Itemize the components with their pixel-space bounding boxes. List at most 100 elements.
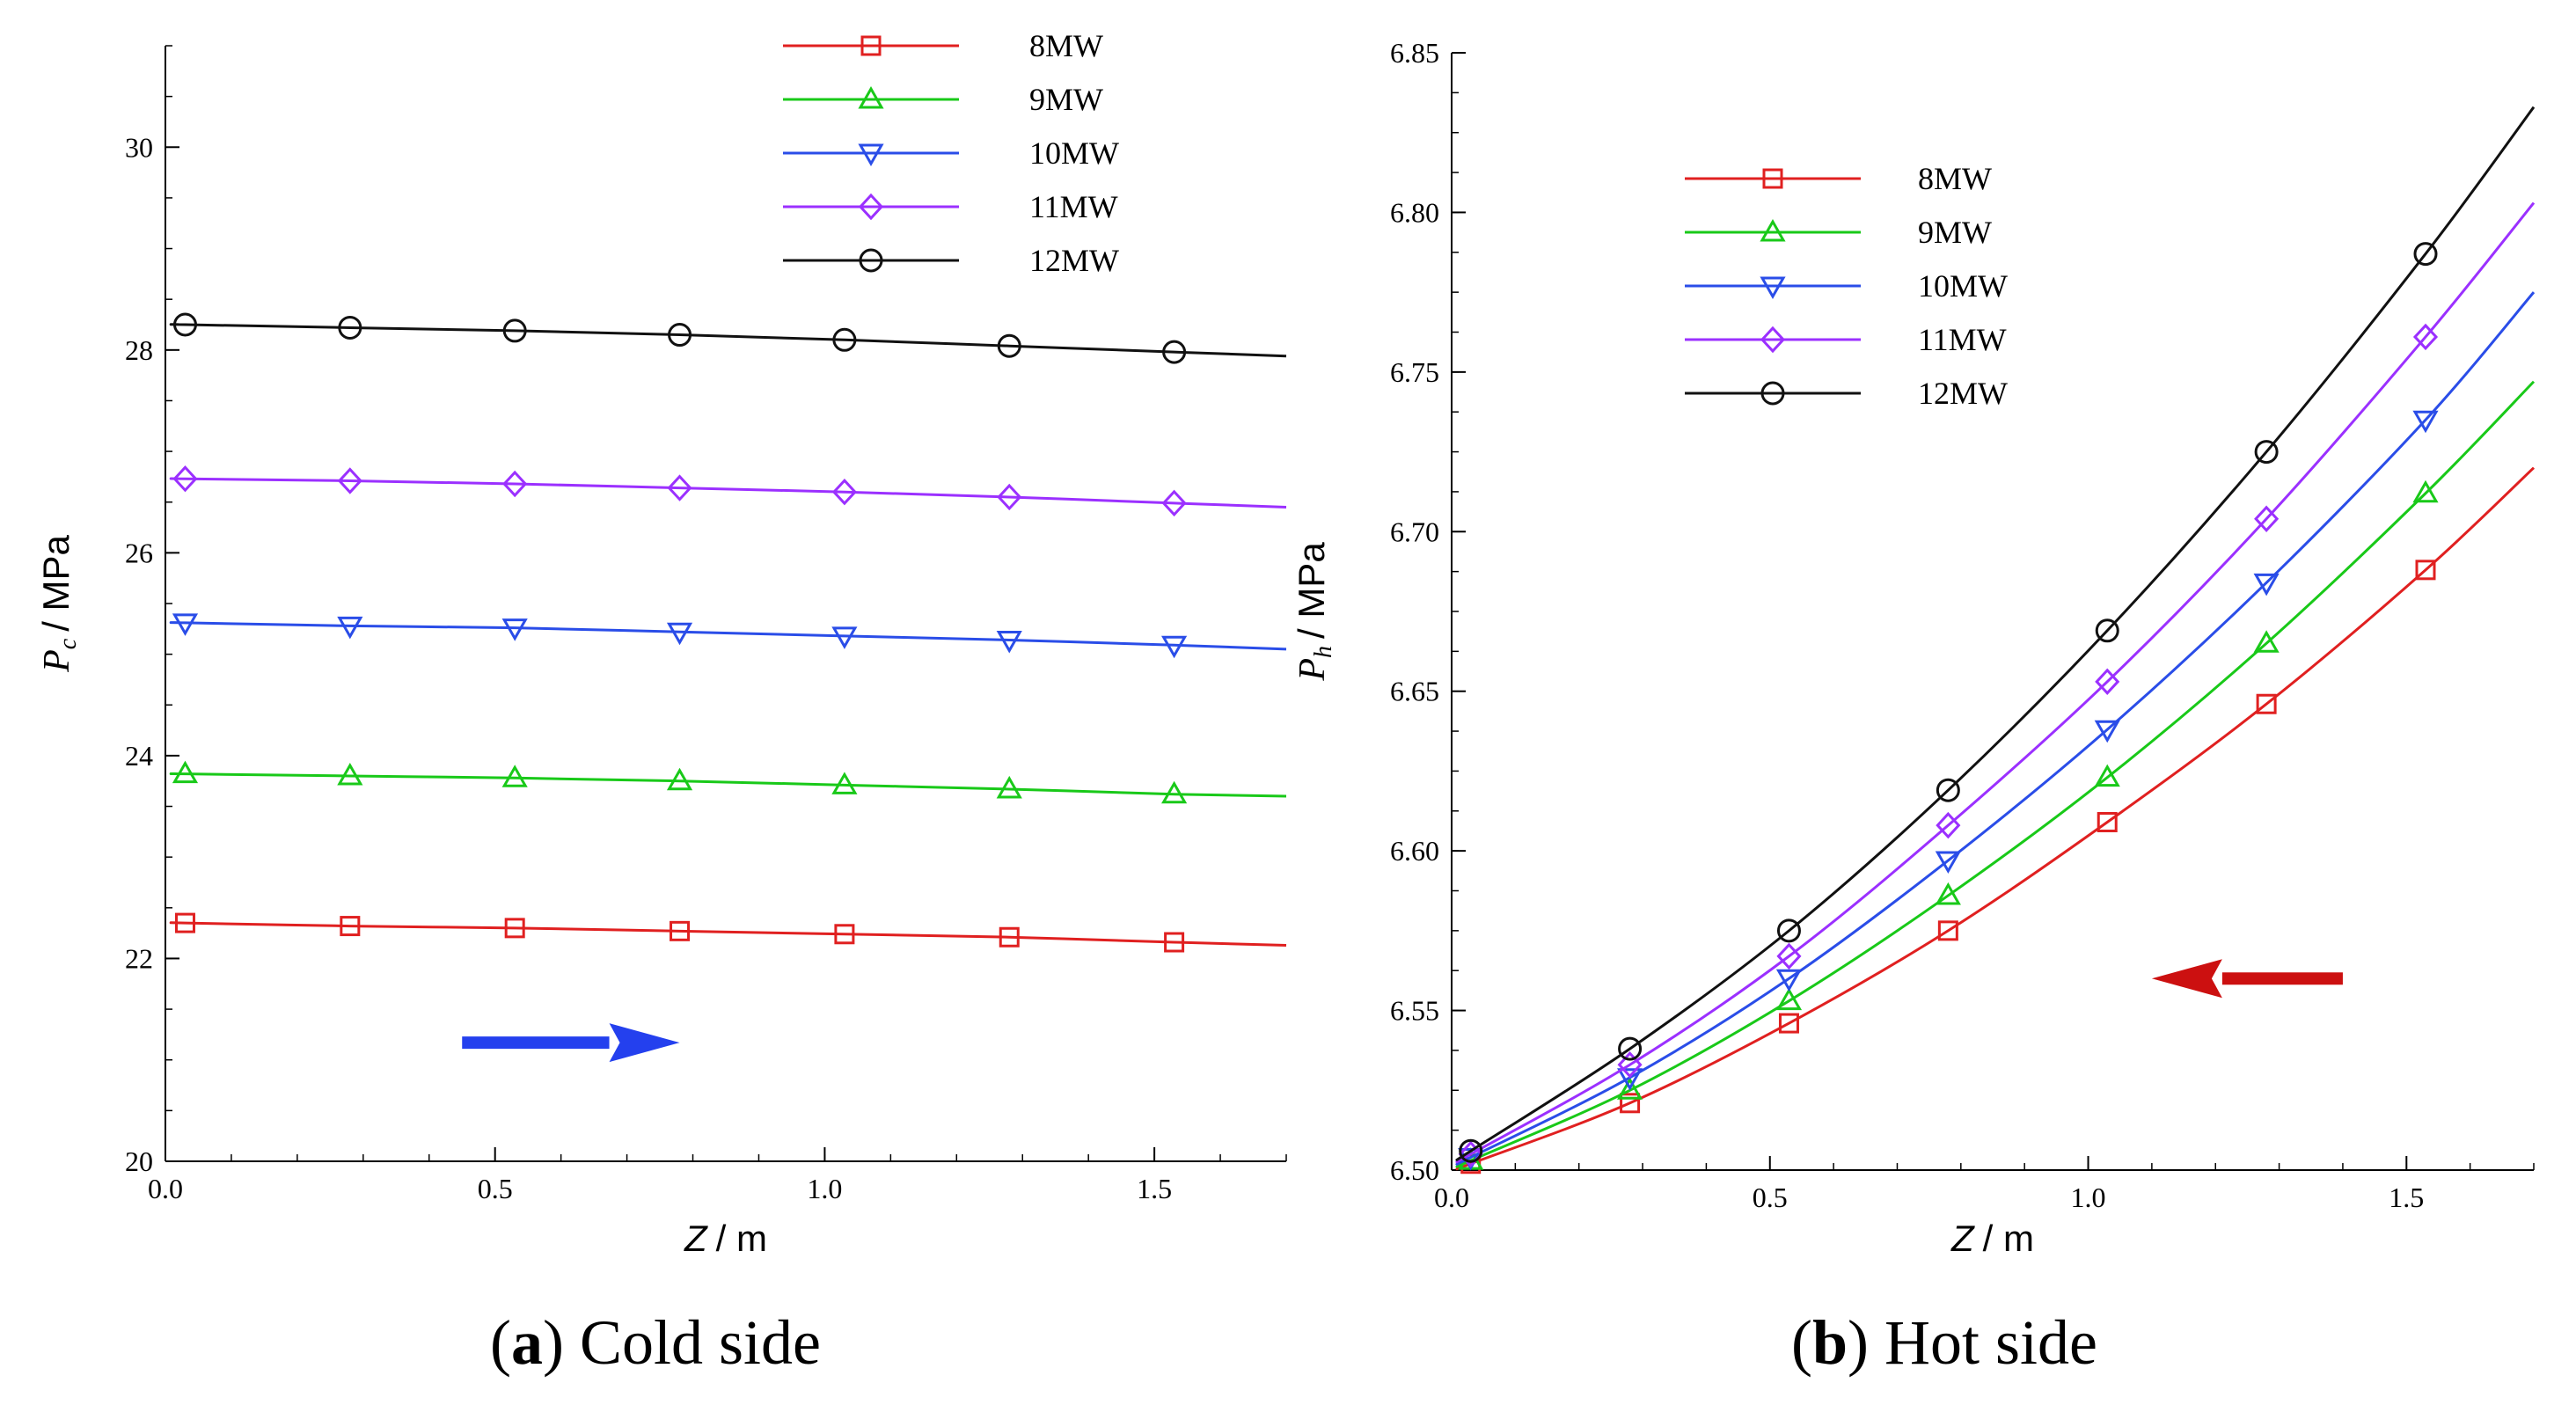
panel-a-marker-9MW <box>337 762 363 786</box>
panel-a-series-line-8MW <box>169 921 1287 947</box>
panel-a-marker-10MW <box>996 630 1022 654</box>
panel-a-legend-marker-12MW <box>859 248 883 273</box>
panel-b-marker-8MW <box>2415 560 2436 581</box>
panel-b-marker-9MW <box>1617 1077 1643 1100</box>
panel-a-y-axis-unit: / MPa <box>35 534 77 631</box>
panel-a-legend-marker-11MW <box>858 193 884 221</box>
panel-a-direction-arrow-shaft <box>462 1036 610 1050</box>
panel-b-legend-marker-11MW <box>1760 326 1786 354</box>
panel-b-marker-8MW <box>2256 693 2277 714</box>
panel-a-marker-9MW <box>996 775 1022 799</box>
panel-a-marker-9MW <box>172 760 199 784</box>
panel-b-marker-9MW <box>2094 764 2120 787</box>
panel-b-caption: (b) Hot side <box>1791 1307 2097 1378</box>
panel-b-series-line-12MW <box>1455 106 2536 1161</box>
panel-a-marker-8MW <box>340 916 361 937</box>
panel-a-marker-10MW <box>172 613 199 636</box>
panel-a-y-axis-title: Pc / MPa <box>35 534 82 672</box>
panel-b-legend-marker-8MW <box>1762 168 1783 189</box>
panel-b-marker-8MW <box>1778 1013 1799 1034</box>
panel-a-marker-10MW <box>831 626 858 649</box>
panel-a-legend-label-10MW: 10MW <box>1029 135 1119 171</box>
panel-b-y-tick-label: 6.85 <box>1390 37 1439 69</box>
panel-b-series-line-11MW <box>1455 201 2536 1164</box>
panel-b-y-axis-symbol: P <box>1292 658 1333 682</box>
panel-b-marker-10MW <box>2094 720 2120 743</box>
panel-a-legend-label-9MW: 9MW <box>1029 82 1103 117</box>
panel-a-marker-11MW <box>997 483 1022 511</box>
panel-b-x-axis-symbol: Z <box>1950 1218 1975 1259</box>
panel-a-caption-paren-open: ( <box>490 1307 511 1378</box>
panel-b-legend-marker-12MW <box>1760 381 1785 406</box>
panel-b-hot-side: 0.0 0.5 1.0 1.5 6.50 6.55 6.60 6.65 6.70 6.75 6.80… <box>1291 37 2536 1378</box>
panel-a-marker-10MW <box>1161 635 1188 659</box>
panel-b-marker-11MW <box>1776 942 1802 970</box>
panel-b-marker-8MW <box>2097 811 2118 832</box>
panel-a-series-line-9MW <box>169 772 1287 798</box>
panel-a-marker-8MW <box>504 918 525 939</box>
panel-b-legend-label-8MW: 8MW <box>1918 161 1992 196</box>
panel-a-x-tick-label: 1.0 <box>807 1173 842 1204</box>
panel-b-marker-9MW <box>2412 479 2439 503</box>
panel-b-marker-12MW <box>2095 618 2119 643</box>
panel-b-marker-10MW <box>2412 410 2439 434</box>
panel-a-cold-side: 0.0 0.5 1.0 1.5 20 22 24 26 28 30 Pc / MPa Z / m 8MW 9M… <box>35 28 1287 1378</box>
panel-a-marker-10MW <box>501 618 528 641</box>
panel-b-legend-label-12MW: 12MW <box>1918 376 2008 411</box>
panel-a-marker-9MW <box>666 767 693 791</box>
panel-b-marker-12MW <box>2413 242 2438 267</box>
panel-b-marker-12MW <box>1776 918 1801 943</box>
panel-b-y-tick-label: 6.50 <box>1390 1154 1439 1186</box>
panel-a-y-tick-label: 26 <box>125 537 153 568</box>
panel-a-marker-12MW <box>172 312 197 337</box>
panel-b-caption-letter: b <box>1812 1307 1848 1378</box>
panel-a-marker-12MW <box>502 318 527 343</box>
panel-b-series-line-10MW <box>1455 291 2536 1166</box>
panel-a-legend-label-12MW: 12MW <box>1029 243 1119 278</box>
panel-b-legend-label-9MW: 9MW <box>1918 215 1992 250</box>
panel-a-legend-marker-9MW <box>858 85 884 109</box>
panel-a-series-line-12MW <box>169 323 1287 358</box>
panel-a-marker-8MW <box>834 924 855 945</box>
panel-b-x-axis-title: Z / m <box>1950 1218 2034 1259</box>
panel-a-direction-arrow-head <box>609 1023 680 1063</box>
panel-a-marker-12MW <box>668 323 692 348</box>
panel-b-x-tick-label: 0.5 <box>1753 1182 1788 1213</box>
panel-b-x-tick-label: 1.5 <box>2389 1182 2424 1213</box>
panel-a-marker-10MW <box>337 616 363 640</box>
panel-b-y-tick-label: 6.65 <box>1390 676 1439 707</box>
panel-a-x-axis-unit: / m <box>716 1218 767 1259</box>
panel-b-legend-label-10MW: 10MW <box>1918 268 2008 304</box>
panel-b-marker-11MW <box>2254 505 2280 532</box>
panel-b-marker-9MW <box>1935 882 1961 905</box>
panel-a-marker-11MW <box>831 478 857 506</box>
panel-b-marker-11MW <box>1936 811 1961 839</box>
panel-a-marker-11MW <box>172 465 198 493</box>
panel-b-marker-12MW <box>1936 778 1960 802</box>
panel-a-marker-11MW <box>667 474 692 501</box>
panel-a-marker-9MW <box>831 772 858 794</box>
panel-a-caption-text: ) Cold side <box>543 1307 821 1378</box>
panel-a-marker-9MW <box>1161 780 1188 804</box>
panel-a-legend-label-8MW: 8MW <box>1029 28 1103 63</box>
panel-b-legend-marker-10MW <box>1760 276 1786 300</box>
panel-b-legend-label-11MW: 11MW <box>1918 322 2007 357</box>
panel-b-marker-11MW <box>1617 1051 1643 1079</box>
panel-b-marker-12MW <box>2254 440 2279 465</box>
panel-a-series-line-11MW <box>169 477 1287 509</box>
panel-a-legend-label-11MW: 11MW <box>1029 189 1118 224</box>
panel-a-x-tick-label: 0.0 <box>148 1173 183 1204</box>
panel-b-y-tick-label: 6.80 <box>1390 196 1439 228</box>
panel-a-y-tick-label: 30 <box>125 131 153 163</box>
panel-a-series-line-10MW <box>169 621 1287 651</box>
panel-b-caption-text: ) Hot side <box>1848 1307 2097 1378</box>
panel-b-marker-10MW <box>1617 1068 1643 1091</box>
panel-a-legend-marker-10MW <box>858 143 884 167</box>
panel-b-marker-11MW <box>1458 1140 1483 1168</box>
panel-a-marker-10MW <box>666 622 693 646</box>
panel-a-marker-11MW <box>1161 489 1187 517</box>
panel-b-marker-12MW <box>1618 1036 1643 1061</box>
panel-b-direction-arrow-head <box>2151 959 2222 999</box>
panel-b-caption-paren-open: ( <box>1791 1307 1812 1378</box>
